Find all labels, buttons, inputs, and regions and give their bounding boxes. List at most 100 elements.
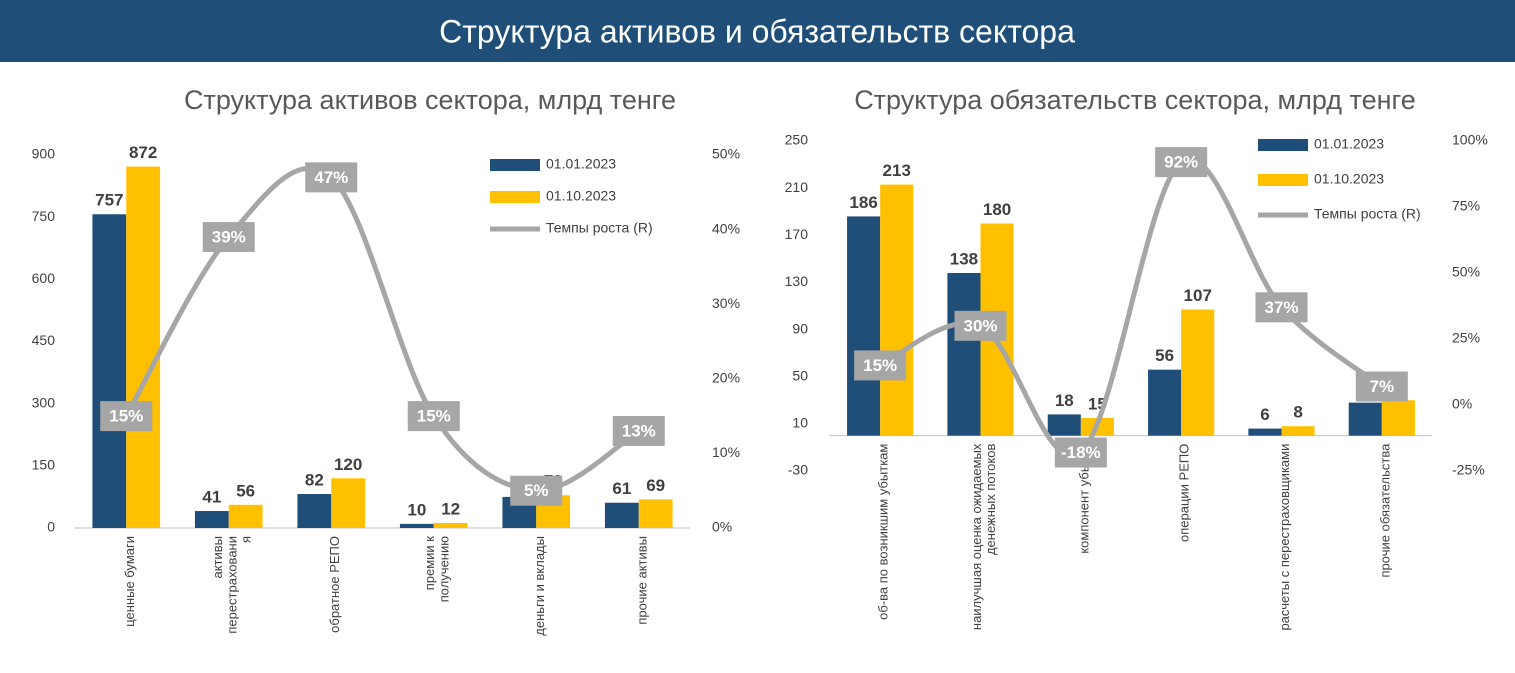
bar-value-label: 120 bbox=[334, 455, 362, 474]
y2-tick-label: 20% bbox=[712, 370, 740, 386]
legend-label: Темпы роста (R) bbox=[1314, 206, 1421, 222]
legend-label: Темпы роста (R) bbox=[546, 220, 653, 236]
header-bar bbox=[0, 0, 1515, 62]
bar-value-label: 41 bbox=[202, 487, 221, 506]
y-tick-label: 50 bbox=[792, 367, 808, 383]
y2-tick-label: 10% bbox=[712, 444, 740, 460]
line-label-box bbox=[202, 222, 255, 253]
bar bbox=[1281, 426, 1315, 436]
legend-label: 01.10.2023 bbox=[1314, 171, 1384, 187]
line-value-label: 15% bbox=[863, 356, 897, 375]
line-label-box bbox=[612, 416, 665, 447]
line-label-box bbox=[1054, 437, 1107, 468]
bar-value-label: 10 bbox=[407, 500, 426, 519]
bar bbox=[947, 273, 981, 436]
bar bbox=[331, 478, 366, 528]
bar bbox=[126, 166, 161, 529]
y-tick-label: 210 bbox=[785, 179, 809, 195]
bar-value-label: 18 bbox=[1055, 391, 1074, 410]
y-tick-label: 170 bbox=[785, 226, 809, 242]
line-value-label: 30% bbox=[963, 316, 997, 335]
bar bbox=[1148, 369, 1182, 436]
line-value-label: 47% bbox=[314, 168, 348, 187]
line-value-label: 15% bbox=[109, 407, 143, 426]
line-value-label: 92% bbox=[1164, 153, 1198, 172]
line-value-label: 15% bbox=[417, 407, 451, 426]
line-label-box bbox=[100, 401, 153, 432]
bar-value-label: 757 bbox=[95, 191, 123, 210]
bar-value-label: 180 bbox=[983, 200, 1011, 219]
bar bbox=[433, 523, 468, 528]
line-label-box bbox=[854, 350, 907, 381]
bar-value-label: 56 bbox=[1155, 346, 1174, 365]
bar-value-label: 186 bbox=[849, 193, 877, 212]
x-tick-label: прочие активы bbox=[635, 536, 650, 625]
line-label-box bbox=[510, 475, 563, 506]
chart-title: Структура обязательств сектора, млрд тен… bbox=[854, 85, 1416, 115]
y2-tick-label: 0% bbox=[712, 519, 732, 535]
bar-value-label: 138 bbox=[950, 249, 978, 268]
y-tick-label: 600 bbox=[32, 270, 56, 286]
y-tick-label: 450 bbox=[32, 332, 56, 348]
legend-swatch bbox=[490, 159, 540, 171]
legend-swatch bbox=[490, 191, 540, 203]
bar-value-label: 213 bbox=[883, 161, 911, 180]
line-label-box bbox=[1255, 292, 1308, 323]
bar-value-label: 872 bbox=[129, 143, 157, 162]
y2-tick-label: 40% bbox=[712, 220, 740, 236]
y-tick-label: 750 bbox=[32, 208, 56, 224]
bar bbox=[297, 494, 332, 528]
bar bbox=[1381, 400, 1415, 436]
y2-tick-label: 100% bbox=[1452, 132, 1488, 148]
x-tick-label: наилучшая оценка ожидаемыхденежных поток… bbox=[969, 443, 998, 630]
y-tick-label: 250 bbox=[785, 132, 809, 148]
line-value-label: -18% bbox=[1061, 443, 1101, 462]
y-tick-label: 0 bbox=[47, 519, 55, 535]
y2-tick-label: 50% bbox=[712, 146, 740, 162]
bar-value-label: 56 bbox=[236, 481, 255, 500]
bar bbox=[92, 214, 127, 528]
bar-value-label: 82 bbox=[305, 470, 324, 489]
x-tick-label: операции РЕПО bbox=[1177, 444, 1192, 542]
bar bbox=[399, 523, 434, 528]
legend-label: 01.10.2023 bbox=[546, 188, 616, 204]
bar bbox=[194, 511, 229, 528]
y-tick-label: 130 bbox=[785, 273, 809, 289]
chart-title: Структура активов сектора, млрд тенге bbox=[184, 85, 676, 115]
x-tick-label: активыперестрахования bbox=[210, 536, 254, 634]
bar-value-label: 61 bbox=[612, 479, 631, 498]
line-label-box bbox=[954, 310, 1007, 341]
y-tick-label: 90 bbox=[792, 320, 808, 336]
line-value-label: 37% bbox=[1264, 298, 1298, 317]
x-tick-label: прочие обязательства bbox=[1378, 443, 1393, 578]
bar bbox=[228, 504, 263, 528]
line-value-label: 7% bbox=[1370, 377, 1395, 396]
bar-value-label: 6 bbox=[1260, 405, 1269, 424]
y2-tick-label: 50% bbox=[1452, 264, 1480, 280]
x-tick-label: об-ва по возникшим убыткам bbox=[876, 444, 891, 620]
y2-tick-label: 75% bbox=[1452, 198, 1480, 214]
header-title: Структура активов и обязательств сектора bbox=[439, 13, 1075, 49]
bar bbox=[1047, 414, 1081, 436]
y2-tick-label: 25% bbox=[1452, 330, 1480, 346]
line-value-label: 5% bbox=[524, 481, 549, 500]
x-tick-label: ценные бумаги bbox=[122, 536, 137, 627]
line-label-box bbox=[1355, 371, 1408, 402]
x-tick-label: деньги и вклады bbox=[532, 536, 547, 636]
bar bbox=[1348, 402, 1382, 436]
bar bbox=[1181, 309, 1215, 436]
legend-swatch bbox=[1258, 139, 1308, 151]
x-tick-label: расчеты с перестраховщиками bbox=[1277, 444, 1292, 631]
line bbox=[123, 165, 642, 494]
line-label-box bbox=[305, 162, 358, 193]
y-tick-label: -30 bbox=[788, 462, 808, 478]
x-tick-label: премии кполучению bbox=[423, 536, 452, 603]
y-tick-label: 150 bbox=[32, 457, 56, 473]
bar-value-label: 8 bbox=[1293, 403, 1302, 422]
line-value-label: 13% bbox=[622, 422, 656, 441]
line-value-label: 39% bbox=[212, 228, 246, 247]
x-tick-label: компонент убытка bbox=[1077, 443, 1092, 554]
y2-tick-label: 30% bbox=[712, 295, 740, 311]
bar-value-label: 69 bbox=[646, 476, 665, 495]
